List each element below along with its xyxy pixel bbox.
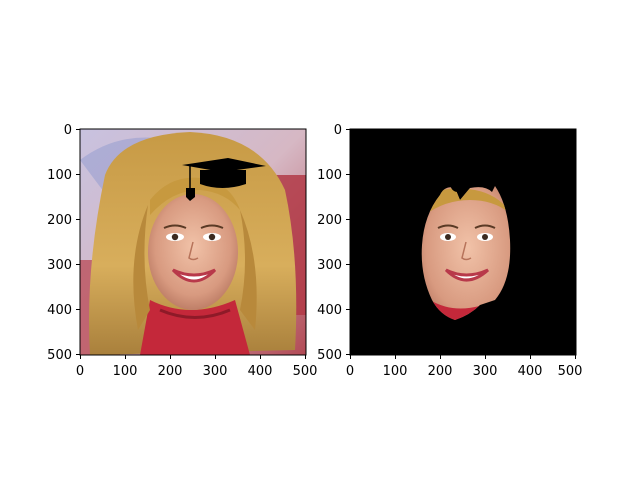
x-tick-label: 400 — [248, 364, 273, 379]
x-tick-label: 400 — [518, 364, 543, 379]
y-axis: 0 100 200 300 400 500 — [317, 123, 350, 363]
photo-face-mask — [350, 129, 576, 355]
x-tick-label: 100 — [383, 364, 408, 379]
graduation-cap-icon — [182, 158, 266, 201]
panel-frame — [349, 128, 577, 356]
panel-face-mask: 0 100 200 300 400 500 0 100 200 300 400 … — [317, 123, 582, 379]
y-tick-label: 500 — [47, 348, 72, 363]
panel-frame — [79, 128, 307, 356]
y-tick-label: 200 — [317, 213, 342, 228]
x-tick-label: 500 — [293, 364, 318, 379]
y-tick-label: 0 — [334, 123, 342, 138]
photo-original — [80, 129, 306, 355]
y-tick-label: 0 — [64, 123, 72, 138]
y-axis: 0 100 200 300 400 500 — [47, 123, 80, 363]
y-tick-label: 300 — [317, 258, 342, 273]
x-axis: 0 100 200 300 400 500 — [76, 355, 318, 379]
y-tick-label: 200 — [47, 213, 72, 228]
x-tick-label: 500 — [558, 364, 583, 379]
y-tick-label: 400 — [47, 303, 72, 318]
y-tick-label: 100 — [47, 168, 72, 183]
x-tick-label: 200 — [428, 364, 453, 379]
x-tick-label: 300 — [473, 364, 498, 379]
x-tick-label: 0 — [76, 364, 84, 379]
x-tick-label: 100 — [113, 364, 138, 379]
y-tick-label: 400 — [317, 303, 342, 318]
x-tick-label: 300 — [203, 364, 228, 379]
y-tick-label: 100 — [317, 168, 342, 183]
y-tick-label: 500 — [317, 348, 342, 363]
x-axis: 0 100 200 300 400 500 — [346, 355, 583, 379]
y-tick-label: 300 — [47, 258, 72, 273]
panel-original: 0 100 200 300 400 500 0 100 200 300 400 … — [47, 123, 317, 379]
x-tick-label: 0 — [346, 364, 354, 379]
x-tick-label: 200 — [158, 364, 183, 379]
